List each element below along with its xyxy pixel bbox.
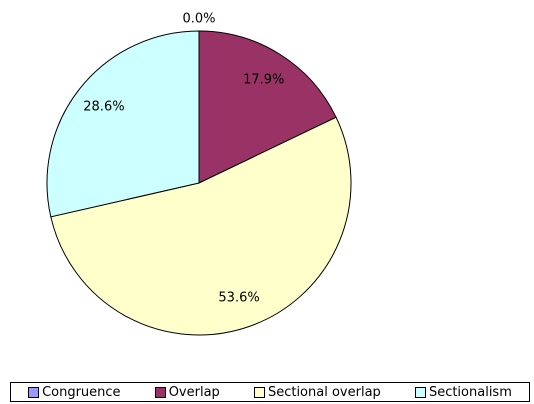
legend-swatch (28, 386, 40, 398)
data-label: 53.6% (218, 290, 259, 305)
legend-label: Overlap (168, 384, 220, 400)
legend-label: Sectionalism (428, 384, 512, 400)
pie-slice (50, 116, 352, 336)
data-label: 17.9% (243, 73, 284, 88)
legend-swatch (253, 386, 265, 398)
legend-item: Overlap (154, 384, 220, 400)
legend-item: Sectionalism (414, 384, 512, 400)
pie-slice (46, 30, 200, 218)
legend-label: Congruence (42, 384, 121, 400)
legend-swatch (414, 386, 426, 398)
legend-item: Congruence (28, 385, 121, 400)
legend-label: Sectional overlap (267, 384, 381, 400)
legend: Congruence Overlap Sectional overlap Sectio… (10, 382, 530, 402)
chart: 0.0% 17.9% 53.6% 28.6% (46, 12, 352, 336)
pie-slice (198, 30, 337, 184)
data-label: 28.6% (83, 100, 124, 115)
data-label: 0.0% (182, 12, 215, 27)
legend-swatch (154, 386, 166, 398)
legend-item: Sectional overlap (253, 384, 381, 400)
